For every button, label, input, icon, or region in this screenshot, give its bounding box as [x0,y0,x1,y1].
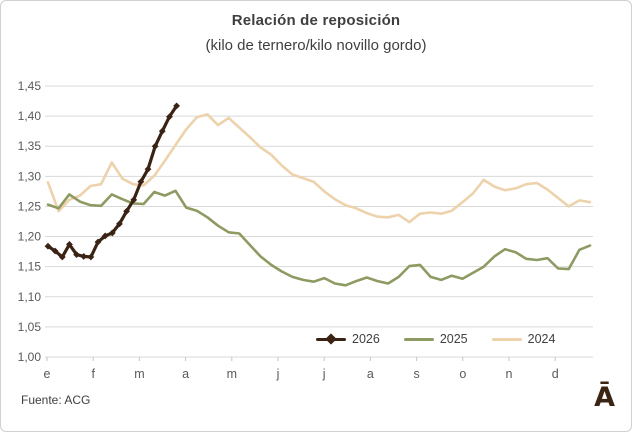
series-marker-2026 [101,232,109,240]
legend-item-2024: 2024 [491,332,556,346]
x-axis-month-label: e [44,367,51,381]
y-axis-tick-label: 1,10 [18,290,42,304]
x-axis-month-label: f [91,367,95,381]
y-axis-tick-label: 1,00 [18,350,42,364]
x-axis-month-label: a [367,367,374,381]
series-marker-2026 [108,229,116,237]
series-marker-2026 [151,142,159,150]
series-marker-2026 [80,253,88,260]
series-marker-2026 [158,127,166,135]
legend-label-2025: 2025 [439,332,468,346]
legend-swatch-2026-diamond-line-icon [316,333,346,345]
series-marker-2026 [116,220,123,228]
x-axis-month-label: n [506,367,513,381]
y-axis-tick-label: 1,35 [18,139,42,153]
legend-label-2026: 2026 [352,332,380,346]
series-marker-2026 [166,113,173,121]
series-marker-2026 [51,247,59,255]
legend-item-2026: 2026 [316,332,380,346]
series-marker-2026 [66,240,73,248]
chart-legend: 2026 2025 2024 [316,330,555,348]
chart-subtitle: (kilo de ternero/kilo novillo gordo) [205,37,427,54]
y-axis-tick-label: 1,25 [18,199,42,213]
x-axis-month-label: m [134,367,144,381]
y-axis-tick-label: 1,40 [18,109,42,123]
series-marker-2026 [87,253,95,261]
y-axis-tick-label: 1,45 [18,79,42,93]
series-marker-2026 [144,165,152,173]
acg-brand-logo: Ā [594,382,615,413]
y-axis-tick-label: 1,20 [18,230,42,244]
legend-swatch-2025-line-icon [403,335,434,344]
legend-item-2025: 2025 [403,332,468,346]
series-marker-2026 [173,102,180,110]
series-marker-2026 [44,242,52,250]
series-marker-2026 [130,196,138,204]
x-axis-month-label: j [322,367,326,381]
legend-label-2024: 2024 [527,332,556,346]
y-axis-tick-label: 1,15 [18,260,42,274]
x-axis-month-label: m [227,367,237,381]
source-note: Fuente: ACG [21,393,91,407]
y-axis-tick-label: 1,05 [18,320,42,334]
series-marker-2026 [94,238,102,246]
x-axis-month-label: o [459,367,466,381]
chart-title: Relación de reposición [231,12,401,29]
x-axis-month-label: d [552,367,559,381]
x-axis-month-label: s [413,367,419,381]
legend-swatch-2024-line-icon [491,335,522,344]
x-axis-month-label: j [276,367,280,381]
series-marker-2026 [73,251,80,259]
series-marker-2026 [137,178,145,186]
series-marker-2026 [58,253,66,261]
x-axis-month-label: a [182,367,189,381]
series-marker-2026 [123,207,130,215]
series-line-2025 [46,189,592,287]
y-axis-tick-label: 1,30 [18,169,42,183]
